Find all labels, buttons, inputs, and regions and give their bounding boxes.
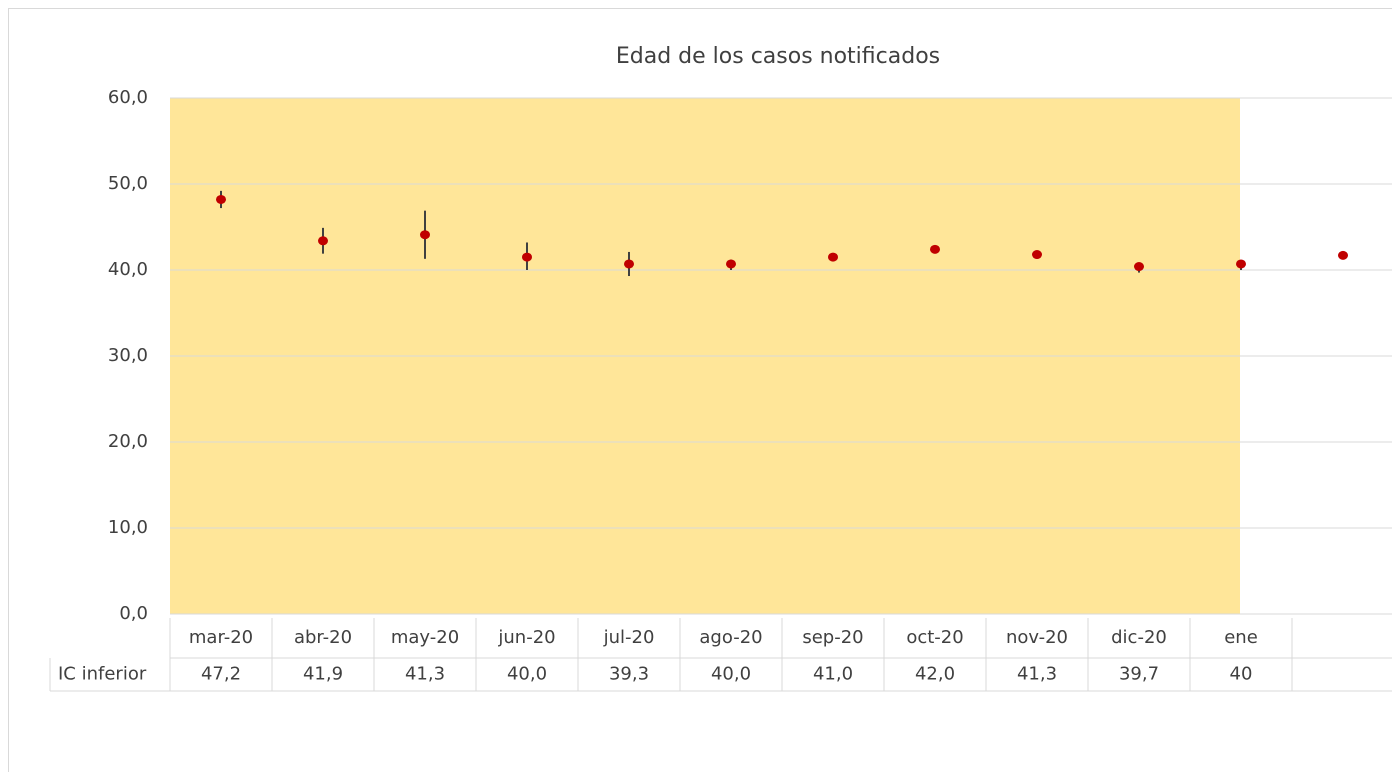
y-tick-label: 20,0 [108,431,148,452]
table-cell: 39,3 [609,664,649,685]
table-cell: 47,2 [201,664,241,685]
data-point [318,236,328,246]
y-tick-label: 40,0 [108,259,148,280]
x-tick-label: jul-20 [603,627,655,648]
x-tick-label: jun-20 [497,627,555,648]
x-tick-label: dic-20 [1111,627,1167,648]
y-tick-label: 50,0 [108,173,148,194]
x-tick-label: may-20 [391,627,459,648]
table-cell: 42,0 [915,664,955,685]
table-cell: 40 [1230,664,1253,685]
y-tick-label: 0,0 [119,603,148,624]
x-tick-label: nov-20 [1006,627,1068,648]
data-point [624,259,634,269]
data-point [1032,250,1042,260]
data-point [726,259,736,269]
chart-title: Edad de los casos notificados [616,44,940,69]
data-point [216,194,226,204]
table-cell: 41,3 [405,664,445,685]
y-tick-label: 30,0 [108,345,148,366]
data-point [930,244,940,254]
data-point [420,230,430,240]
x-tick-label: ene [1224,627,1258,648]
data-point [1236,259,1246,269]
y-tick-label: 10,0 [108,517,148,538]
table-cell: 41,3 [1017,664,1057,685]
y-tick-label: 60,0 [108,87,148,108]
x-tick-label: mar-20 [189,627,253,648]
data-point [1134,262,1144,272]
table-cell: 40,0 [507,664,547,685]
x-tick-label: abr-20 [294,627,352,648]
data-point [828,252,838,262]
x-tick-label: oct-20 [906,627,963,648]
table-cell: 41,0 [813,664,853,685]
table-cell: 41,9 [303,664,343,685]
table-cell: 40,0 [711,664,751,685]
data-point [1338,250,1348,260]
x-tick-label: ago-20 [699,627,762,648]
table-row-header: IC inferior [58,664,147,685]
x-tick-label: sep-20 [802,627,863,648]
data-point [522,252,532,262]
table-cell: 39,7 [1119,664,1159,685]
